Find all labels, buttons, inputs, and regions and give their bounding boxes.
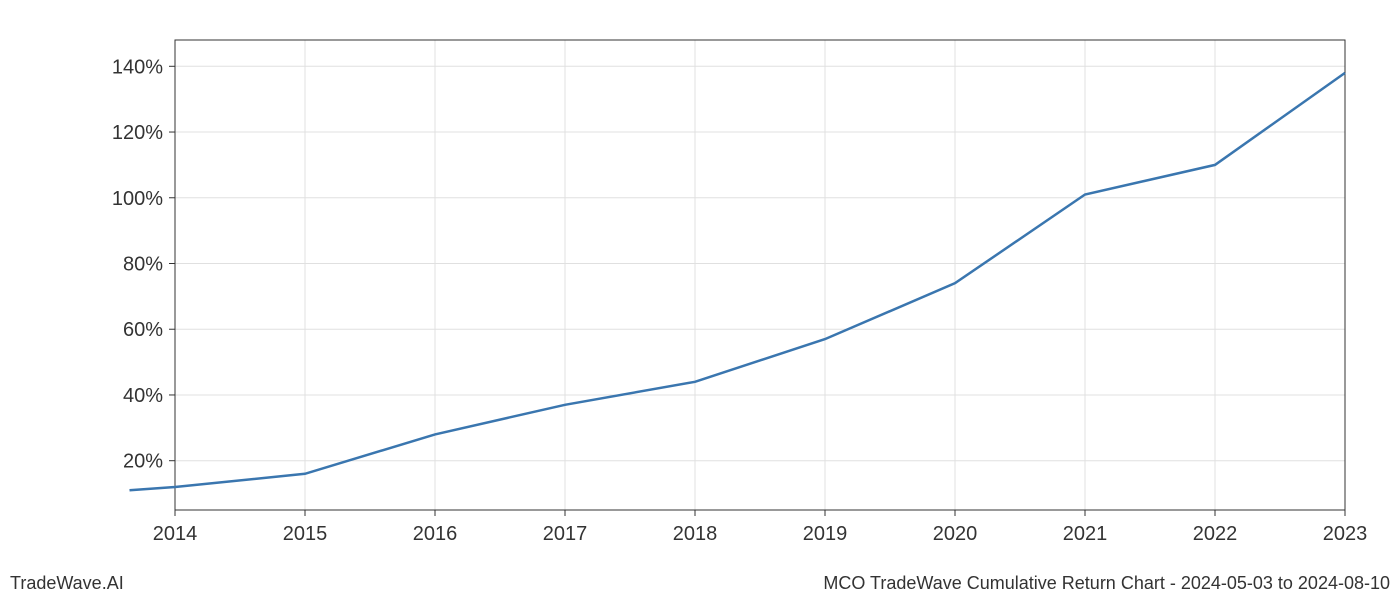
x-tick-label: 2015 xyxy=(283,523,328,545)
y-tick-label: 100% xyxy=(112,188,163,210)
x-tick-label: 2018 xyxy=(673,523,718,545)
x-tick-label: 2014 xyxy=(153,523,198,545)
x-tick-label: 2022 xyxy=(1193,523,1238,545)
x-tick-label: 2020 xyxy=(933,523,978,545)
series-cumulative-return xyxy=(130,73,1346,490)
line-chart: 2014 2015 2016 2017 2018 2019 2020 2021 2022 2023… xyxy=(0,0,1400,600)
x-tick-label: 2019 xyxy=(803,523,848,545)
footer-brand: TradeWave.AI xyxy=(10,573,124,594)
y-tick-label: 140% xyxy=(112,56,163,78)
chart-container: 2014 2015 2016 2017 2018 2019 2020 2021 2022 2023… xyxy=(0,0,1400,600)
x-tick-label: 2016 xyxy=(413,523,458,545)
y-tick-label: 60% xyxy=(123,319,163,341)
y-tick-label: 20% xyxy=(123,451,163,473)
plot-border xyxy=(175,40,1345,510)
x-tick-label: 2023 xyxy=(1323,523,1368,545)
footer-caption: MCO TradeWave Cumulative Return Chart - … xyxy=(823,573,1390,594)
y-tick-label: 120% xyxy=(112,122,163,144)
x-tick-label: 2021 xyxy=(1063,523,1108,545)
x-tick-label: 2017 xyxy=(543,523,588,545)
y-tick-label: 80% xyxy=(123,253,163,275)
y-tick-label: 40% xyxy=(123,385,163,407)
